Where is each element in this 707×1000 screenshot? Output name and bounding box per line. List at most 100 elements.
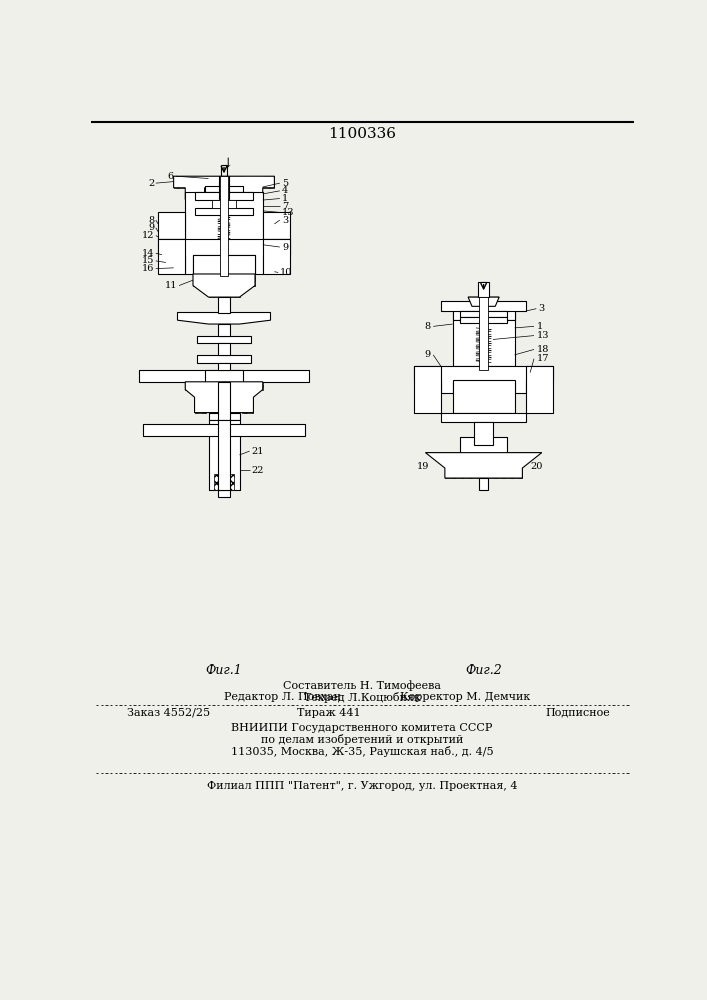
Bar [474, 422, 493, 445]
Polygon shape [197, 336, 251, 343]
Text: 9: 9 [282, 243, 288, 252]
Bar [193, 255, 255, 274]
Bar [478, 282, 489, 297]
Text: 18: 18 [537, 345, 549, 354]
Text: Филиал ППП "Патент", г. Ужгород, ул. Проектная, 4: Филиал ППП "Патент", г. Ужгород, ул. Про… [206, 781, 518, 791]
Text: 19: 19 [417, 462, 429, 471]
Polygon shape [174, 176, 185, 188]
Bar [218, 420, 230, 490]
Polygon shape [209, 286, 240, 297]
Bar [452, 320, 459, 366]
Bar [242, 397, 253, 413]
Text: по делам изобретений и открытий: по делам изобретений и открытий [261, 734, 463, 745]
Polygon shape [185, 382, 263, 413]
Bar [204, 186, 243, 189]
Bar [162, 255, 174, 270]
Bar [263, 255, 274, 270]
Bar [479, 297, 489, 370]
Polygon shape [441, 413, 526, 422]
Text: Составитель Н. Тимофеева: Составитель Н. Тимофеева [283, 681, 441, 691]
Text: Корректор М. Демчик: Корректор М. Демчик [400, 692, 530, 702]
Bar [194, 397, 206, 413]
Circle shape [221, 193, 227, 199]
Polygon shape [414, 366, 441, 413]
Text: 8: 8 [148, 216, 154, 225]
Polygon shape [468, 297, 499, 302]
Bar [185, 192, 194, 254]
Polygon shape [204, 176, 243, 183]
Text: Тираж 441: Тираж 441 [297, 708, 361, 718]
Bar [220, 176, 228, 276]
Bar [460, 311, 507, 317]
Bar [460, 437, 507, 453]
Polygon shape [276, 212, 290, 239]
Polygon shape [426, 453, 542, 460]
Polygon shape [204, 370, 243, 389]
Text: 12: 12 [141, 231, 154, 240]
Polygon shape [209, 413, 240, 420]
Text: 15: 15 [142, 256, 154, 265]
Bar [212, 200, 235, 208]
Bar [526, 391, 538, 408]
Bar [185, 192, 263, 254]
Text: 7: 7 [282, 202, 288, 211]
Text: Техред Л.Коцюбняк: Техред Л.Коцюбняк [303, 692, 421, 703]
Polygon shape [426, 453, 542, 478]
Polygon shape [526, 366, 554, 413]
Polygon shape [139, 370, 309, 382]
Bar [452, 320, 515, 366]
Bar [209, 420, 240, 490]
Polygon shape [158, 212, 171, 239]
Bar [253, 192, 263, 254]
Polygon shape [263, 176, 274, 188]
Polygon shape [158, 212, 185, 239]
Text: 11: 11 [165, 281, 177, 290]
Text: 5: 5 [282, 179, 288, 188]
Text: 22: 22 [251, 466, 264, 475]
Polygon shape [139, 370, 309, 376]
Text: ↓: ↓ [223, 157, 233, 170]
Polygon shape [193, 274, 255, 286]
Bar [460, 437, 507, 453]
Polygon shape [515, 301, 526, 311]
Bar [214, 474, 234, 490]
Bar [508, 380, 515, 413]
Bar [452, 380, 459, 413]
Circle shape [221, 209, 227, 215]
Bar [218, 324, 230, 336]
Text: 3: 3 [282, 216, 288, 225]
Text: 3: 3 [538, 304, 544, 313]
Bar [218, 490, 230, 497]
Polygon shape [174, 176, 274, 203]
Text: 1: 1 [282, 194, 288, 203]
Text: Фиг.1: Фиг.1 [206, 664, 243, 677]
Bar [460, 317, 507, 323]
Text: 2: 2 [148, 179, 154, 188]
Polygon shape [263, 212, 290, 239]
Text: Подписное: Подписное [546, 708, 610, 718]
Bar [508, 311, 515, 320]
Polygon shape [204, 370, 243, 382]
Polygon shape [197, 355, 251, 363]
Polygon shape [158, 239, 185, 274]
Polygon shape [158, 239, 185, 255]
Text: 10: 10 [280, 268, 292, 277]
Bar [209, 420, 214, 490]
Text: ВНИИПИ Государственного комитета СССР: ВНИИПИ Государственного комитета СССР [231, 723, 493, 733]
Bar [479, 478, 489, 490]
Bar [194, 192, 253, 200]
Bar [508, 320, 515, 366]
Polygon shape [414, 366, 441, 380]
Polygon shape [441, 413, 526, 418]
Bar [218, 343, 230, 355]
Text: Редактор Л. Повхан: Редактор Л. Повхан [224, 692, 341, 702]
Text: 9: 9 [148, 223, 154, 232]
Polygon shape [193, 274, 255, 297]
Text: Фиг.2: Фиг.2 [465, 664, 502, 677]
Bar [452, 380, 515, 413]
Text: 1: 1 [537, 322, 542, 331]
Text: 21: 21 [251, 447, 264, 456]
Text: 4: 4 [282, 186, 288, 195]
Text: 17: 17 [537, 354, 549, 363]
Text: 8: 8 [425, 322, 431, 331]
